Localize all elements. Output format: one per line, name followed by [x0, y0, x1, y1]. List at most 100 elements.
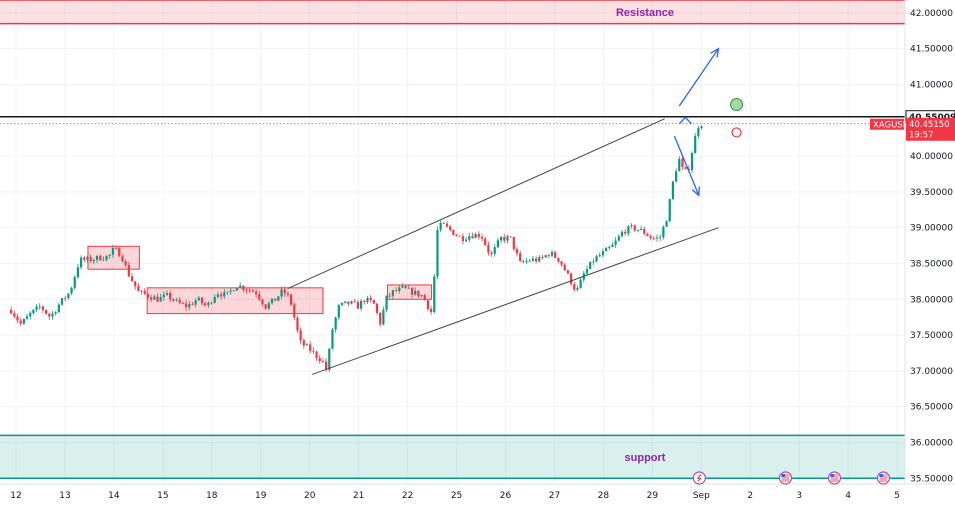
green-circle-marker [730, 98, 744, 112]
time-tick-label: 13 [59, 491, 70, 501]
candle-body [429, 308, 433, 313]
candle-body [522, 261, 525, 262]
candle-body [649, 236, 652, 239]
candle-body [461, 236, 465, 242]
forecast-arrows [673, 47, 720, 197]
candle-body [22, 319, 25, 324]
candle-body [464, 239, 468, 242]
candle-body [51, 313, 54, 317]
flag-canton [879, 474, 883, 477]
candle-body [80, 257, 83, 268]
red-circle-marker [731, 127, 742, 138]
candle-body [576, 288, 579, 290]
candle-body [573, 284, 576, 290]
candle-body [54, 312, 57, 314]
flag-canton [830, 474, 834, 477]
candle-body [659, 237, 662, 239]
candle-body [433, 276, 436, 313]
candle-body [630, 225, 633, 227]
time-tick-label: 29 [647, 491, 659, 501]
candle-body [328, 348, 331, 370]
candle-body [162, 294, 165, 298]
candle-body [121, 256, 124, 262]
resistance-label: Resistance [616, 7, 674, 19]
candle-body [283, 289, 286, 294]
resistance-zone [0, 0, 905, 24]
candle-body [496, 240, 500, 248]
candle-body [70, 287, 73, 294]
candle-body [261, 299, 264, 305]
support-label: support [625, 452, 666, 464]
chevron-mark [678, 116, 692, 125]
candle-body [391, 290, 395, 296]
candle-body [299, 330, 302, 341]
candle-body [694, 135, 697, 154]
candle-body [318, 357, 321, 362]
candle-body [509, 236, 512, 238]
candle-body [528, 260, 531, 262]
grid [0, 0, 905, 484]
horizontal-level [0, 115, 905, 125]
candle-body [315, 351, 318, 358]
candle-body [560, 261, 563, 265]
candle-body [445, 223, 449, 227]
candle-body [589, 261, 592, 270]
candle-body [369, 297, 372, 301]
candle-body [270, 298, 274, 304]
candle-body [286, 293, 290, 295]
candle-body [611, 244, 614, 247]
candle-body [32, 309, 35, 313]
markers [730, 98, 744, 138]
time-tick-label: 22 [402, 491, 413, 501]
price-tick-label: 36.50000 [910, 403, 953, 413]
candle-body [188, 304, 191, 308]
candle-body [264, 304, 267, 309]
candle-body [624, 231, 627, 234]
time-tick-label: 19 [255, 491, 267, 501]
candle-body [194, 300, 197, 305]
candle-body [471, 236, 474, 238]
candle-body [684, 166, 687, 169]
candle-body [382, 309, 385, 325]
candle-body [124, 261, 127, 265]
candle-body [601, 251, 605, 256]
candle-body [232, 290, 235, 292]
time-tick-label: 26 [500, 491, 512, 501]
candle-body [671, 181, 675, 199]
candle-body [216, 294, 220, 297]
candle-body [115, 248, 118, 249]
candle-body [67, 293, 70, 299]
us-flag-event-icon [778, 471, 793, 485]
candle-body [105, 255, 108, 260]
candle-body [617, 236, 620, 241]
candle-body [353, 301, 356, 303]
candle-body [200, 297, 204, 304]
candle-body [191, 304, 194, 305]
candle-body [178, 299, 181, 303]
candle-body [499, 237, 503, 241]
candle-body [414, 290, 417, 295]
time-tick-label: 25 [451, 491, 462, 501]
candle-body [302, 340, 305, 346]
candle-body [239, 285, 242, 288]
candle-body [474, 233, 477, 238]
candle-body [372, 300, 375, 304]
candle-body [633, 225, 636, 231]
candle-body [172, 299, 175, 301]
candle-body [480, 236, 484, 239]
candle-body [64, 298, 67, 299]
candle-body [410, 287, 414, 295]
current-price-tag [906, 117, 955, 141]
candle-body [636, 229, 640, 231]
candle-body [331, 329, 334, 349]
candle-body [305, 344, 309, 346]
candle-body [639, 228, 643, 230]
candle-body [379, 312, 382, 325]
time-axis: 12 13 14 15 18 19 20 21 22 25 26 27 28 29 Sep 2 3 4 5 [0, 483, 955, 501]
candle-body [442, 222, 445, 224]
candle-body [544, 255, 547, 258]
candle-body [366, 297, 369, 302]
candle-body [643, 228, 646, 234]
